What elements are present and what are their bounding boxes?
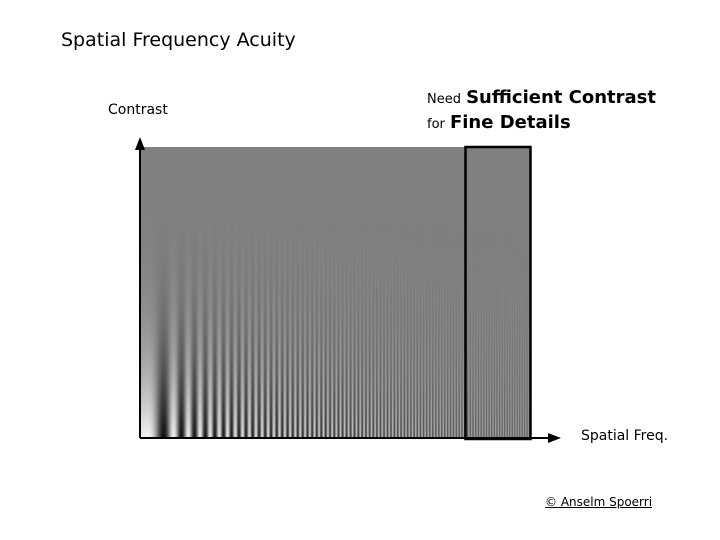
- note-fine-details: Fine Details: [449, 112, 571, 133]
- note-need: Need: [427, 92, 461, 107]
- note-line-2: for Fine Details: [427, 112, 571, 133]
- y-axis-label: Contrast: [108, 102, 168, 118]
- note-line-1: Need Sufficient Contrast: [427, 87, 656, 108]
- x-axis-label: Spatial Freq.: [581, 428, 669, 444]
- note-for: for: [427, 117, 445, 132]
- sine-grating-image: [140, 147, 530, 437]
- note-sufficient-contrast: Sufficient Contrast: [466, 87, 657, 108]
- copyright-credit: © Anselm Spoerri: [545, 495, 653, 509]
- page-title: Spatial Frequency Acuity: [61, 29, 296, 51]
- x-axis-arrow-icon: [548, 433, 561, 443]
- y-axis-arrow-icon: [135, 137, 145, 150]
